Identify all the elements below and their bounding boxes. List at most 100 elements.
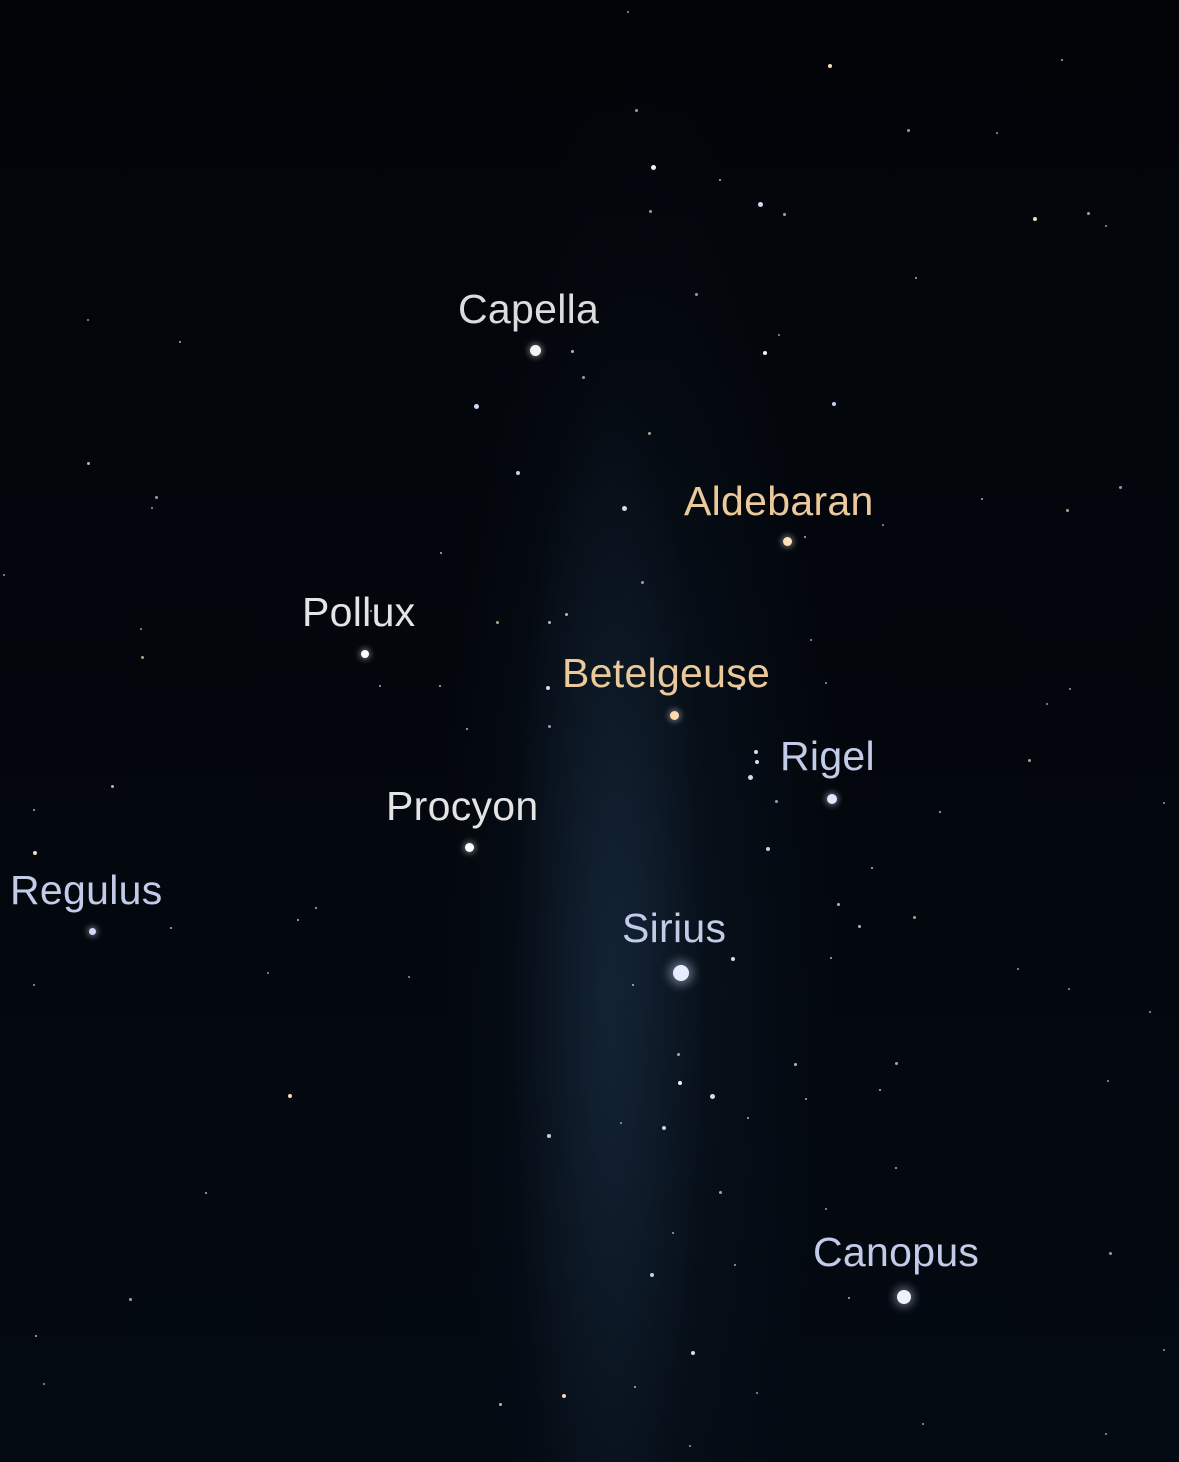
background-star	[498, 1402, 502, 1406]
background-star	[86, 461, 90, 465]
star-rigel-dot[interactable]	[827, 794, 837, 804]
background-star	[495, 620, 499, 624]
background-star	[879, 1089, 881, 1091]
background-star	[996, 132, 998, 134]
background-star	[1149, 1011, 1151, 1013]
background-star	[689, 1445, 691, 1447]
background-star	[564, 612, 568, 616]
background-star	[804, 536, 806, 538]
background-star	[179, 341, 181, 343]
background-star	[140, 628, 142, 630]
background-star	[547, 1134, 551, 1138]
background-star	[205, 1192, 207, 1194]
background-star	[648, 209, 652, 213]
background-star	[1046, 703, 1048, 705]
background-star	[906, 128, 910, 132]
background-star	[737, 686, 741, 690]
background-star	[747, 774, 753, 780]
background-star	[830, 957, 832, 959]
background-star	[87, 319, 89, 321]
background-star	[408, 976, 410, 978]
background-star	[672, 1232, 674, 1234]
background-star	[473, 403, 479, 409]
background-star	[694, 292, 698, 296]
background-star	[379, 685, 381, 687]
background-star	[33, 809, 35, 811]
background-star	[1017, 968, 1019, 970]
background-star	[621, 505, 627, 511]
star-capella-dot[interactable]	[530, 345, 541, 356]
background-star	[547, 724, 551, 728]
background-star	[691, 1351, 695, 1355]
background-star	[832, 402, 836, 406]
background-star	[774, 799, 778, 803]
background-star	[857, 924, 861, 928]
background-star	[110, 784, 114, 788]
background-star	[546, 686, 550, 690]
background-star	[315, 907, 317, 909]
star-canopus-dot[interactable]	[897, 1290, 911, 1304]
background-star	[1068, 988, 1070, 990]
star-procyon-dot[interactable]	[465, 843, 474, 852]
background-star	[1069, 688, 1071, 690]
background-star	[709, 1093, 715, 1099]
star-label-sirius[interactable]: Sirius	[622, 905, 727, 951]
background-star	[267, 972, 269, 974]
background-star	[1105, 1433, 1107, 1435]
background-star	[719, 179, 721, 181]
background-star	[871, 867, 873, 869]
star-label-rigel[interactable]: Rigel	[780, 733, 875, 779]
star-label-canopus[interactable]: Canopus	[813, 1229, 980, 1275]
background-star	[1107, 1080, 1109, 1082]
background-star	[755, 760, 759, 764]
star-pollux-dot[interactable]	[361, 650, 369, 658]
background-star	[1118, 485, 1122, 489]
background-star	[370, 610, 372, 612]
background-star	[650, 1273, 654, 1277]
background-star	[836, 902, 840, 906]
background-star	[810, 639, 812, 641]
background-star	[793, 1062, 797, 1066]
background-star	[297, 919, 299, 921]
background-star	[1163, 802, 1165, 804]
star-sirius-dot[interactable]	[673, 965, 689, 981]
background-star	[805, 1098, 807, 1100]
background-star	[778, 334, 780, 336]
background-star	[912, 915, 916, 919]
background-star	[516, 471, 520, 475]
star-label-capella[interactable]: Capella	[458, 286, 600, 332]
background-star	[922, 1423, 924, 1425]
background-star	[939, 811, 941, 813]
star-label-regulus[interactable]: Regulus	[10, 867, 163, 913]
background-star	[895, 1167, 897, 1169]
background-star	[570, 349, 574, 353]
background-star	[33, 984, 35, 986]
background-star	[620, 1122, 622, 1124]
background-star	[763, 351, 767, 355]
star-label-aldebaran[interactable]: Aldebaran	[684, 478, 874, 524]
background-star	[756, 1392, 758, 1394]
background-star	[766, 847, 770, 851]
background-star	[650, 164, 656, 170]
background-star	[718, 1190, 722, 1194]
background-star	[43, 1383, 45, 1385]
star-betelgeuse-dot[interactable]	[670, 711, 679, 720]
background-star	[678, 1081, 682, 1085]
background-star	[782, 212, 786, 216]
star-regulus-dot[interactable]	[89, 928, 96, 935]
star-label-betelgeuse[interactable]: Betelgeuse	[562, 650, 771, 696]
background-star	[757, 201, 763, 207]
star-aldebaran-dot[interactable]	[783, 537, 792, 546]
background-star	[3, 574, 5, 576]
background-star	[1163, 1349, 1165, 1351]
background-star	[1065, 508, 1069, 512]
star-label-procyon[interactable]: Procyon	[386, 783, 539, 829]
background-star	[825, 1208, 827, 1210]
background-star	[170, 927, 172, 929]
background-star	[35, 1335, 37, 1337]
background-star	[981, 498, 983, 500]
star-label-pollux[interactable]: Pollux	[302, 589, 416, 635]
background-star	[288, 1094, 292, 1098]
background-star	[828, 64, 832, 68]
